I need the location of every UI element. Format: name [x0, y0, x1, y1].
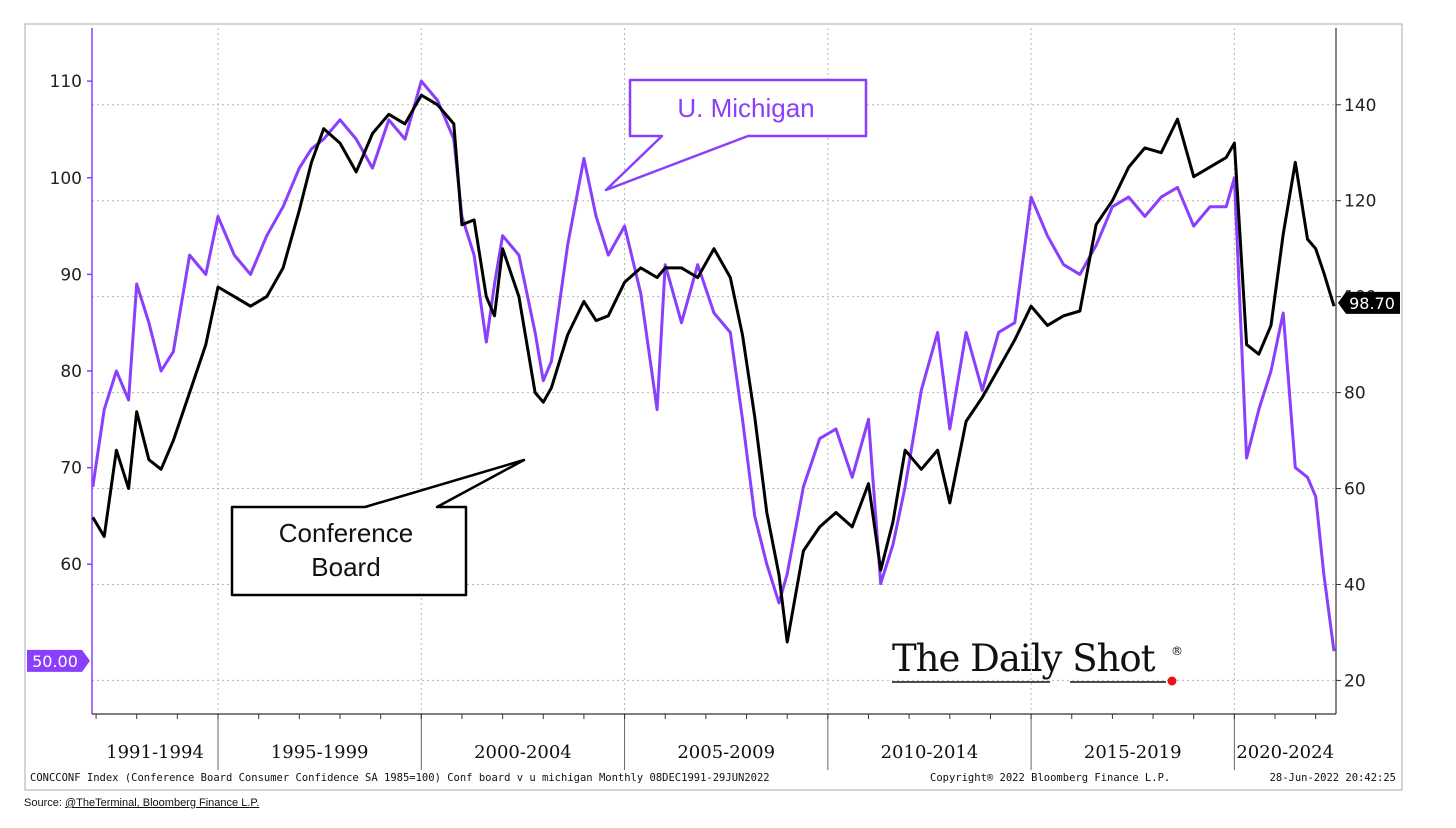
michigan-end-value: 50.00 — [32, 652, 78, 671]
right-tick-label: 60 — [1344, 480, 1366, 500]
axes: 60708090100110204060801001201401991-1994… — [27, 28, 1400, 770]
right-tick-label: 140 — [1344, 96, 1376, 116]
x-period-label: 1991-1994 — [106, 742, 204, 763]
series-line-conference-board — [91, 93, 1336, 644]
conference-end-value-tag — [1338, 291, 1400, 314]
logo-red-dot — [1167, 676, 1177, 686]
conference-callout-line-1: Conference — [279, 518, 413, 548]
footer-timestamp: 28-Jun-2022 20:42:25 — [1270, 772, 1396, 784]
left-tick-label: 80 — [60, 362, 82, 382]
grid — [92, 28, 1336, 714]
logo-text: The Daily Shot — [892, 637, 1156, 680]
source-prefix: Source: — [24, 797, 65, 809]
series-layer — [91, 79, 1336, 652]
right-tick-label: 120 — [1344, 192, 1376, 212]
x-period-label: 2010-2014 — [881, 742, 979, 763]
left-tick-label: 70 — [60, 459, 82, 479]
x-period-label: 2020-2024 — [1236, 742, 1334, 763]
x-period-label: 1995-1999 — [271, 742, 369, 763]
right-tick-label: 80 — [1344, 384, 1366, 404]
left-tick-label: 90 — [60, 265, 82, 285]
daily-shot-logo: The Daily Shot ® — [892, 637, 1183, 686]
right-tick-label: 20 — [1344, 671, 1366, 691]
michigan-callout-label: U. Michigan — [677, 93, 814, 123]
conference-callout-box — [230, 458, 526, 597]
chart-frame — [24, 23, 1403, 791]
left-tick-label: 110 — [50, 72, 82, 92]
series-line-michigan — [91, 79, 1336, 652]
right-tick-label: 40 — [1344, 575, 1366, 595]
left-tick-label: 60 — [60, 555, 82, 575]
logo-registered: ® — [1171, 644, 1183, 658]
footer-copyright: Copyright® 2022 Bloomberg Finance L.P. — [930, 772, 1170, 784]
x-period-label: 2015-2019 — [1084, 742, 1182, 763]
x-period-label: 2000-2004 — [474, 742, 572, 763]
source-link[interactable]: @TheTerminal, Bloomberg Finance L.P. — [64, 797, 260, 809]
michigan-callout-box — [604, 78, 868, 192]
footer-description: CONCCONF Index (Conference Board Consume… — [30, 772, 770, 784]
conference-callout: Conference Board — [230, 458, 526, 597]
source-line: Source: @TheTerminal, Bloomberg Finance … — [24, 797, 259, 809]
conference-callout-line-2: Board — [311, 552, 380, 582]
michigan-end-value-tag — [27, 649, 90, 672]
michigan-callout: U. Michigan — [604, 78, 868, 192]
left-tick-label: 100 — [50, 169, 82, 189]
x-period-label: 2005-2009 — [677, 742, 775, 763]
conference-end-value: 98.70 — [1349, 294, 1395, 313]
